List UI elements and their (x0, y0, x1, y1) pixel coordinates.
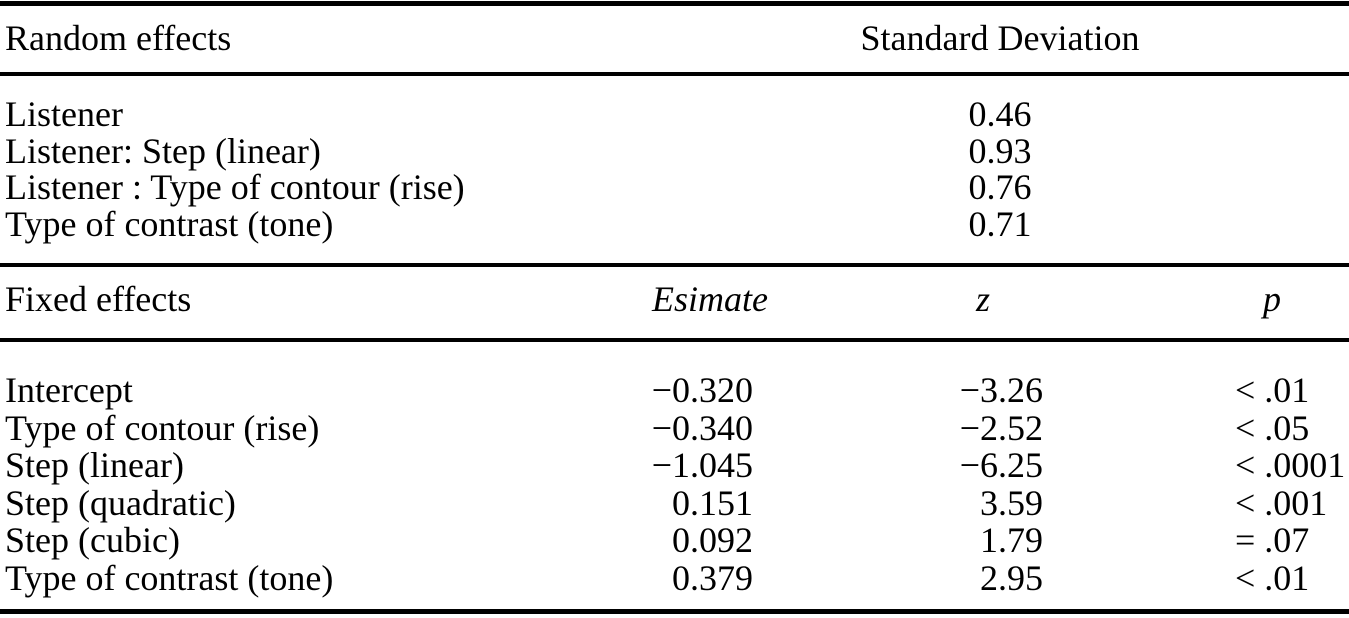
fixed-effects-row-step-quadratic: Step (quadratic) 0.151 3.59 < .001 (0, 485, 1349, 522)
row-label: Type of contour (rise) (5, 408, 320, 448)
p-value: < .01 (1235, 558, 1310, 598)
estimate-column-heading: Esimate (652, 279, 768, 319)
z-value: 2.95 (980, 558, 1043, 598)
fixed-effects-row-contour-rise: Type of contour (rise) −0.340 −2.52 < .0… (0, 410, 1349, 447)
fixed-effects-header-row: Fixed effects Esimate z p (0, 281, 1349, 318)
sd-value: 0.93 (968, 131, 1032, 171)
p-value: < .0001 (1235, 445, 1346, 485)
fixed-effects-heading: Fixed effects (5, 279, 192, 319)
p-value: < .001 (1235, 483, 1328, 523)
estimate-value: 0.092 (672, 520, 753, 560)
row-label: Listener: Step (linear) (5, 131, 321, 171)
row-label: Step (cubic) (5, 520, 180, 560)
rule-bottom (0, 609, 1349, 614)
estimate-value: −0.340 (651, 408, 753, 448)
rule-below-random-header (0, 72, 1349, 76)
fixed-effects-row-intercept: Intercept −0.320 −3.26 < .01 (0, 372, 1349, 409)
random-effects-row-listener-step: Listener: Step (linear) 0.93 (0, 133, 1349, 170)
row-label: Type of contrast (tone) (5, 204, 334, 244)
p-value: < .01 (1235, 370, 1310, 410)
row-label: Step (quadratic) (5, 483, 236, 523)
rule-above-fixed-header (0, 263, 1349, 267)
random-effects-row-listener: Listener 0.46 (0, 96, 1349, 133)
z-value: −6.25 (959, 445, 1043, 485)
random-effects-row-contrast-tone: Type of contrast (tone) 0.71 (0, 206, 1349, 243)
z-value: 1.79 (980, 520, 1043, 560)
z-value: −3.26 (959, 370, 1043, 410)
rule-top (0, 1, 1349, 6)
row-label: Intercept (5, 370, 133, 410)
p-value: = .07 (1235, 520, 1310, 560)
row-label: Type of contrast (tone) (5, 558, 334, 598)
z-value: −2.52 (959, 408, 1043, 448)
estimate-value: 0.379 (672, 558, 753, 598)
p-value: < .05 (1235, 408, 1310, 448)
random-effects-heading: Random effects (5, 18, 232, 58)
z-column-heading: z (975, 279, 990, 319)
p-column-heading: p (1263, 279, 1281, 319)
estimate-value: −0.320 (651, 370, 753, 410)
z-value: 3.59 (980, 483, 1043, 523)
random-effects-header-row: Random effects Standard Deviation (0, 20, 1349, 57)
row-label: Listener (5, 94, 123, 134)
estimate-value: −1.045 (651, 445, 753, 485)
sd-value: 0.71 (968, 204, 1032, 244)
sd-value: 0.76 (968, 167, 1032, 207)
random-effects-row-listener-contour: Listener : Type of contour (rise) 0.76 (0, 169, 1349, 206)
estimate-value: 0.151 (672, 483, 753, 523)
fixed-effects-row-step-linear: Step (linear) −1.045 −6.25 < .0001 (0, 447, 1349, 484)
standard-deviation-heading: Standard Deviation (860, 18, 1140, 58)
fixed-effects-row-contrast-tone: Type of contrast (tone) 0.379 2.95 < .01 (0, 560, 1349, 597)
row-label: Step (linear) (5, 445, 184, 485)
row-label: Listener : Type of contour (rise) (5, 167, 465, 207)
rule-below-fixed-header (0, 338, 1349, 342)
fixed-effects-row-step-cubic: Step (cubic) 0.092 1.79 = .07 (0, 522, 1349, 559)
sd-value: 0.46 (968, 94, 1032, 134)
